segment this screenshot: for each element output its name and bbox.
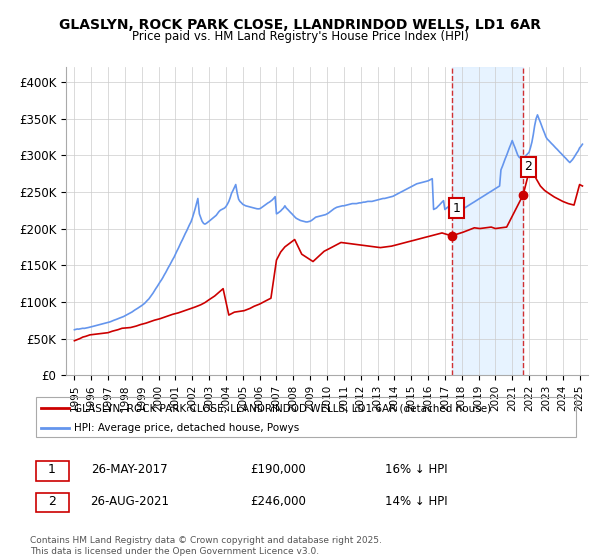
Text: 2: 2 [524,160,532,174]
Text: £246,000: £246,000 [250,495,307,508]
Text: HPI: Average price, detached house, Powys: HPI: Average price, detached house, Powy… [74,423,299,433]
Text: 1: 1 [453,202,461,214]
Text: 26-AUG-2021: 26-AUG-2021 [90,495,169,508]
Text: 1: 1 [48,464,56,477]
Bar [452,67,523,375]
Text: 26-MAY-2017: 26-MAY-2017 [91,464,167,477]
Text: GLASLYN, ROCK PARK CLOSE, LLANDRINDOD WELLS, LD1 6AR (detached house): GLASLYN, ROCK PARK CLOSE, LLANDRINDOD WE… [74,403,491,413]
Text: 14% ↓ HPI: 14% ↓ HPI [385,495,448,508]
Text: 2: 2 [48,495,56,508]
Text: Price paid vs. HM Land Registry's House Price Index (HPI): Price paid vs. HM Land Registry's House … [131,30,469,43]
Text: GLASLYN, ROCK PARK CLOSE, LLANDRINDOD WELLS, LD1 6AR: GLASLYN, ROCK PARK CLOSE, LLANDRINDOD WE… [59,18,541,32]
FancyBboxPatch shape [35,493,68,512]
Text: 16% ↓ HPI: 16% ↓ HPI [385,464,448,477]
Text: £190,000: £190,000 [251,464,306,477]
Text: Contains HM Land Registry data © Crown copyright and database right 2025.
This d: Contains HM Land Registry data © Crown c… [30,536,382,556]
FancyBboxPatch shape [35,461,68,481]
